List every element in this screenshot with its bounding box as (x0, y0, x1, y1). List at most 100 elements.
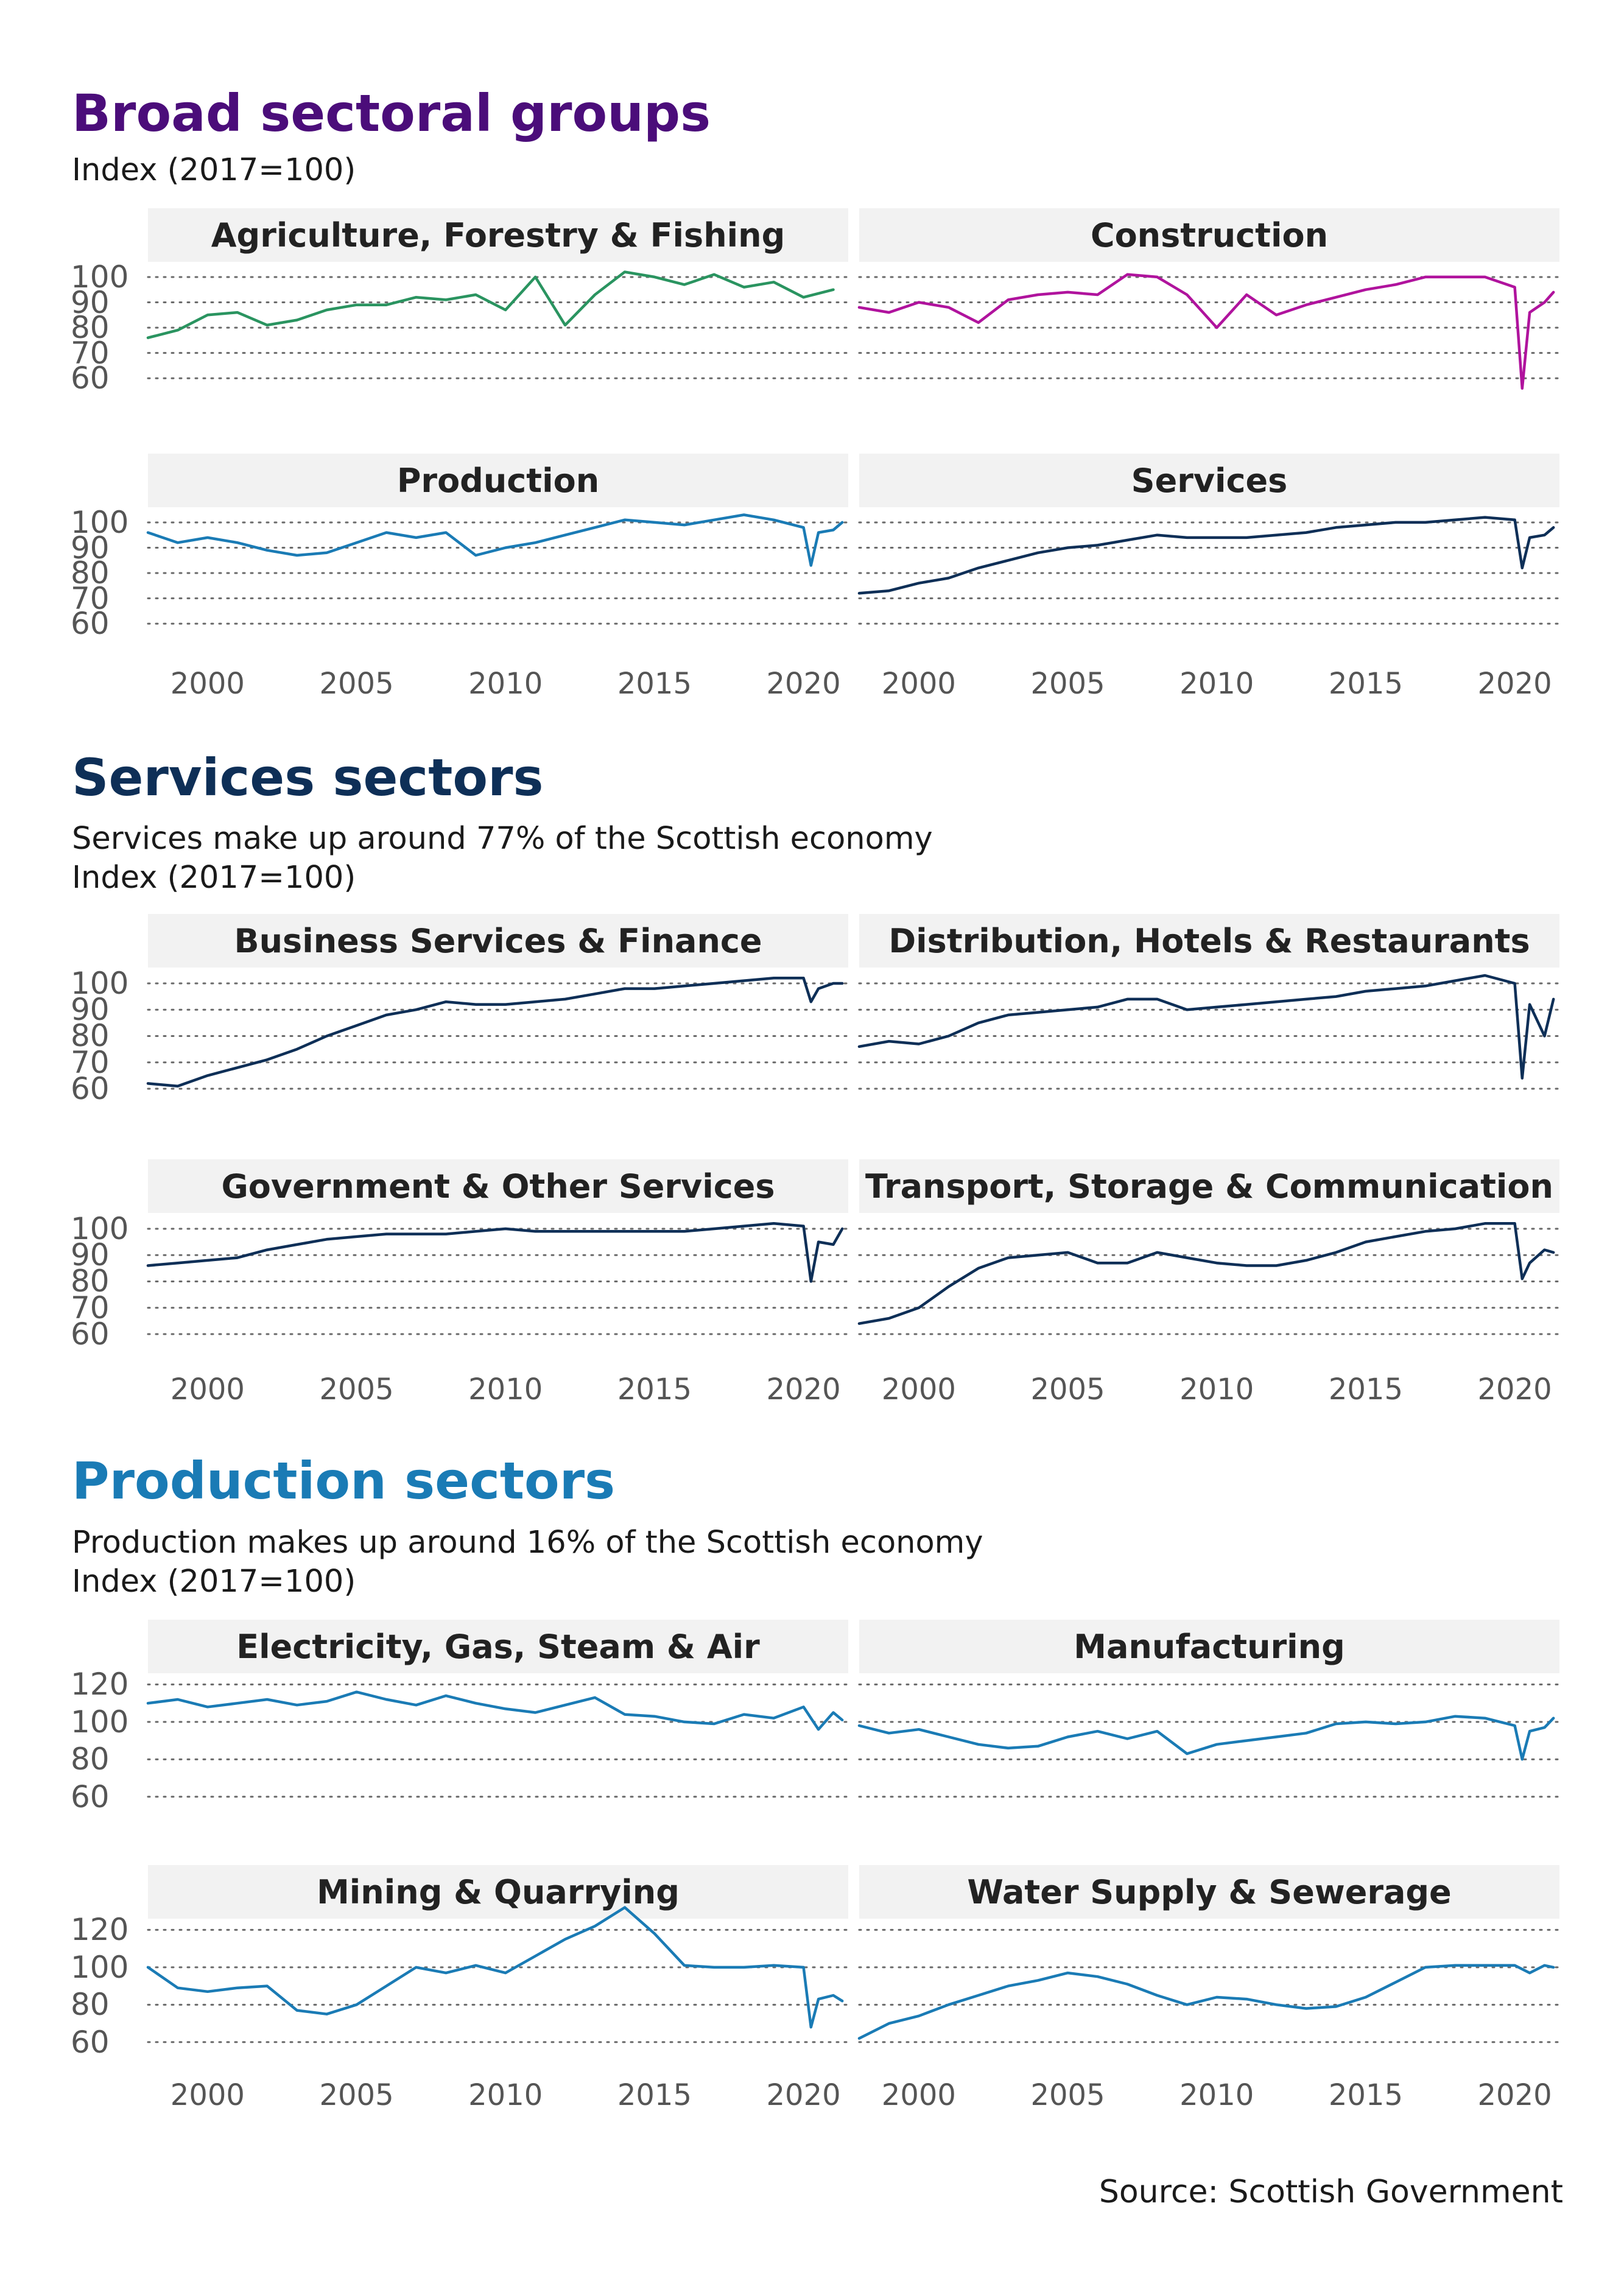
series-line (146, 1690, 844, 1731)
x-tick-label: 2000 (881, 2078, 956, 2112)
plot-area (146, 513, 849, 625)
panel-title-transport: Transport, Storage & Communication (859, 1159, 1559, 1213)
x-tick-label: 2020 (1477, 667, 1552, 701)
series-line (857, 273, 1555, 390)
plot-area (857, 1222, 1561, 1335)
y-tick-label: 70 (71, 1290, 110, 1326)
x-tick-label: 2015 (617, 2078, 692, 2112)
plot-area (146, 1683, 849, 1798)
series-line (857, 1715, 1555, 1761)
x-tick-label: 2005 (1030, 1372, 1105, 1407)
y-tick-label: 80 (71, 555, 110, 591)
y-tick-label: 60 (71, 1779, 110, 1815)
section-title-broad: Broad sectoral groups (72, 83, 711, 143)
series-line (146, 1222, 844, 1283)
y-tick-label: 100 (71, 504, 129, 540)
y-tick-label: 60 (71, 1316, 110, 1352)
x-tick-label: 2015 (617, 1372, 692, 1407)
y-tick-label: 60 (71, 1071, 110, 1107)
panel-title-government: Government & Other Services (148, 1159, 848, 1213)
series-line (857, 1964, 1555, 2040)
panel-title-production: Production (148, 454, 848, 507)
plot-area (857, 974, 1561, 1090)
series-line (857, 516, 1555, 595)
y-tick-label: 70 (71, 1044, 110, 1080)
x-tick-label: 2020 (1477, 2078, 1552, 2112)
plot-area (146, 977, 849, 1090)
panel-title-services: Services (859, 454, 1559, 507)
x-tick-label: 2010 (468, 667, 543, 701)
plot-area (857, 1683, 1561, 1798)
x-tick-label: 2010 (1179, 2078, 1254, 2112)
panel-title-electricity: Electricity, Gas, Steam & Air (148, 1620, 848, 1673)
series-line (857, 1222, 1555, 1325)
section-subtitle-services-index: Index (2017=100) (72, 860, 356, 896)
y-tick-label: 100 (71, 1211, 129, 1246)
y-tick-label: 100 (71, 1949, 129, 1985)
x-tick-label: 2015 (1328, 2078, 1403, 2112)
y-tick-label: 100 (71, 1704, 129, 1740)
y-tick-label: 90 (71, 284, 110, 320)
plot-area (857, 273, 1561, 390)
y-tick-label: 80 (71, 1018, 110, 1054)
series-line (146, 1906, 844, 2029)
y-tick-label: 60 (71, 360, 110, 396)
plot-area (857, 516, 1561, 625)
x-tick-label: 2000 (881, 1372, 956, 1407)
y-tick-label: 90 (71, 530, 110, 566)
y-tick-label: 120 (71, 1912, 129, 1948)
x-tick-label: 2005 (1030, 2078, 1105, 2112)
plot-area (146, 1222, 849, 1335)
x-tick-label: 2015 (1328, 667, 1403, 701)
x-tick-label: 2000 (170, 2078, 245, 2112)
x-tick-label: 2000 (881, 667, 956, 701)
y-tick-label: 100 (71, 965, 129, 1001)
x-tick-label: 2015 (1328, 1372, 1403, 1407)
y-tick-label: 60 (71, 606, 110, 642)
series-line (146, 977, 844, 1088)
series-line (146, 270, 835, 339)
y-tick-label: 90 (71, 992, 110, 1028)
x-tick-label: 2015 (617, 667, 692, 701)
y-tick-label: 80 (71, 1263, 110, 1299)
section-subtitle-broad-index: Index (2017=100) (72, 152, 356, 188)
x-tick-label: 2020 (766, 2078, 841, 2112)
series-line (857, 974, 1555, 1080)
x-tick-label: 2000 (170, 1372, 245, 1407)
y-tick-label: 70 (71, 580, 110, 616)
section-subtitle-production-share: Production makes up around 16% of the Sc… (72, 1525, 983, 1561)
x-tick-label: 2020 (766, 1372, 841, 1407)
x-tick-label: 2005 (319, 667, 394, 701)
x-tick-label: 2005 (319, 2078, 394, 2112)
y-tick-label: 120 (71, 1667, 129, 1702)
section-title-services: Services sectors (72, 748, 544, 807)
y-tick-label: 100 (71, 259, 129, 295)
y-tick-label: 70 (71, 335, 110, 371)
panel-title-agriculture: Agriculture, Forestry & Fishing (148, 208, 848, 262)
plot-area (146, 270, 849, 379)
series-line (146, 513, 844, 567)
section-title-production: Production sectors (72, 1451, 616, 1511)
y-tick-label: 80 (71, 1741, 110, 1777)
x-tick-label: 2010 (468, 1372, 543, 1407)
x-tick-label: 2020 (1477, 1372, 1552, 1407)
source-note: Source: Scottish Government (1098, 2174, 1563, 2210)
y-tick-label: 80 (71, 310, 110, 346)
section-subtitle-production-index: Index (2017=100) (72, 1564, 356, 1600)
panel-title-mining: Mining & Quarrying (148, 1865, 848, 1919)
panel-title-distribution: Distribution, Hotels & Restaurants (859, 914, 1559, 968)
x-tick-label: 2005 (1030, 667, 1105, 701)
x-tick-label: 2010 (1179, 667, 1254, 701)
x-tick-label: 2020 (766, 667, 841, 701)
plot-area (857, 1928, 1561, 2043)
section-subtitle-services-share: Services make up around 77% of the Scott… (72, 821, 933, 857)
plot-area (146, 1906, 849, 2043)
y-tick-label: 90 (71, 1237, 110, 1273)
panel-title-business-services: Business Services & Finance (148, 914, 848, 968)
x-tick-label: 2010 (468, 2078, 543, 2112)
panel-title-water: Water Supply & Sewerage (859, 1865, 1559, 1919)
panel-title-manufacturing: Manufacturing (859, 1620, 1559, 1673)
panel-title-construction: Construction (859, 208, 1559, 262)
x-tick-label: 2005 (319, 1372, 394, 1407)
x-tick-label: 2010 (1179, 1372, 1254, 1407)
